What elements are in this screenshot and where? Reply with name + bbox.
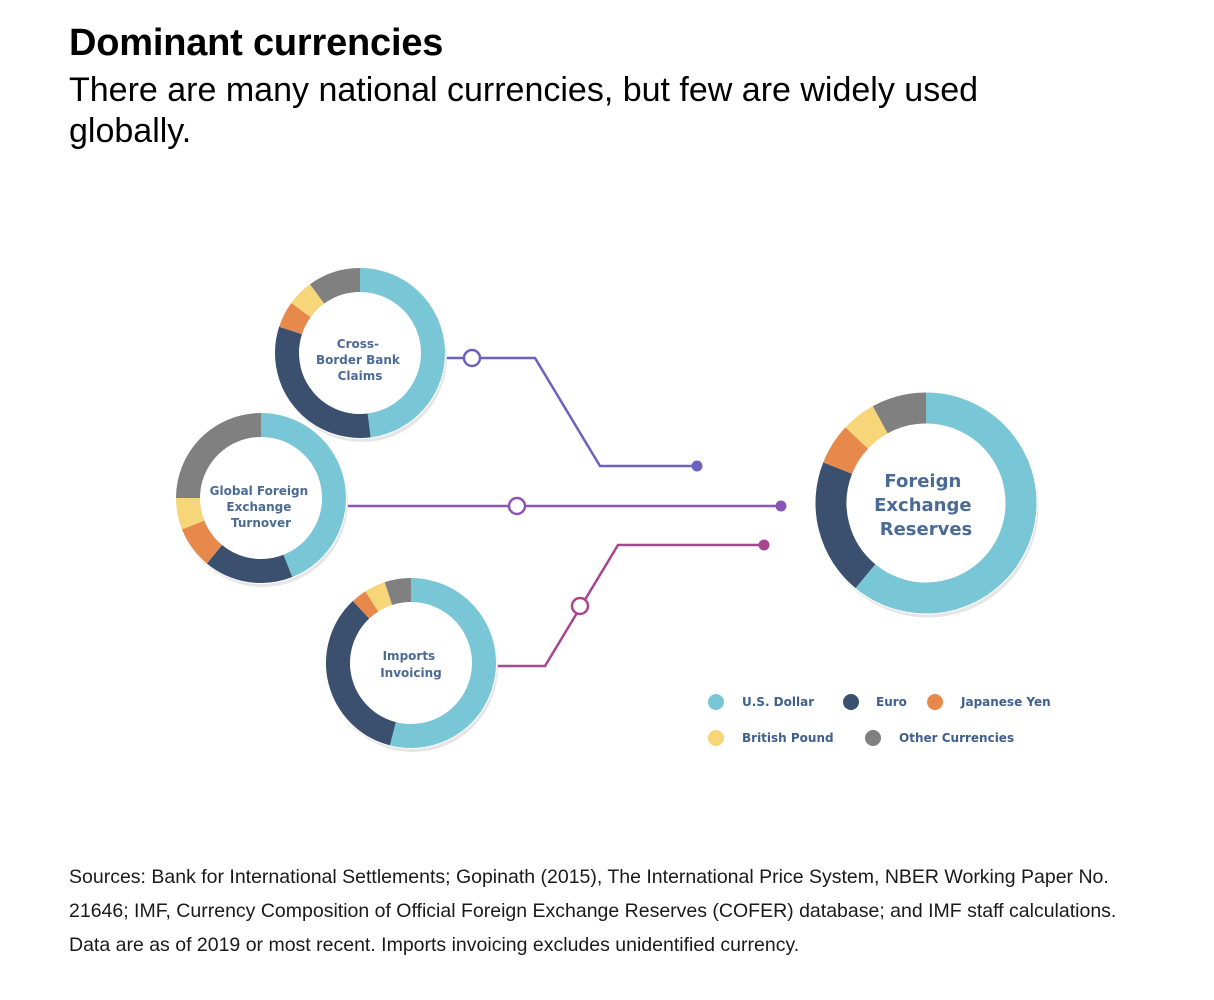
donut-slice-usd (389, 578, 496, 748)
donut-slice-pound (291, 284, 325, 318)
donut-slice-yen (823, 427, 869, 475)
connector-bank-claims-node (462, 348, 482, 368)
donut-backdrop (325, 577, 497, 749)
donut-slice-other (310, 268, 361, 304)
page-subtitle: There are many national currencies, but … (69, 71, 979, 150)
donut-slice-usd (260, 413, 346, 578)
legend: U.S. Dollar Euro Japanese Yen British Po… (708, 694, 1051, 746)
connector-imports (497, 543, 764, 668)
donut-global-fx-turnover (175, 412, 348, 587)
donut-slice-pound (845, 406, 889, 449)
donut-slice-usd (359, 268, 445, 438)
legend-label-pound: British Pound (742, 731, 834, 745)
connectors (347, 348, 787, 668)
connector-fx-turnover-end (775, 500, 787, 512)
donut-label-imports: Imports Invoicing (380, 649, 442, 680)
sources-note: Sources: Bank for International Settleme… (69, 866, 1117, 956)
connector-imports-end (758, 539, 770, 551)
connector-fx-turnover-node (507, 496, 527, 516)
connector-bank-claims-end (691, 460, 703, 472)
donut-slice-pound (176, 497, 205, 530)
legend-label-yen: Japanese Yen (960, 695, 1051, 709)
donut-backdrop (175, 412, 347, 584)
donut-cross-border-bank-claims (274, 267, 447, 442)
donut-label-reserves: Foreign Exchange Reserves (874, 471, 978, 540)
connector-bank-claims (442, 356, 697, 468)
legend-swatch-pound (708, 730, 724, 746)
donut-slice-yen (352, 591, 379, 619)
donut-slice-pound (365, 582, 393, 612)
donut-slice-other (176, 413, 262, 499)
page-title: Dominant currencies (69, 22, 444, 64)
donut-label-bank-claims: Cross- Border Bank Claims (316, 337, 404, 383)
donut-slice-euro (326, 601, 397, 746)
donut-slice-euro (815, 462, 876, 589)
legend-swatch-usd (708, 694, 724, 710)
connector-imports-node (570, 596, 590, 616)
donut-slice-yen (279, 303, 311, 335)
donut-slice-euro (275, 326, 371, 438)
donut-slice-yen (181, 520, 223, 564)
donut-backdrop (274, 267, 446, 439)
donut-slice-usd (855, 392, 1037, 614)
legend-label-euro: Euro (876, 695, 907, 709)
donut-slice-euro (206, 544, 293, 583)
donut-foreign-exchange-reserves (814, 391, 1039, 618)
legend-swatch-euro (843, 694, 859, 710)
donut-backdrop (814, 391, 1038, 615)
donut-imports-invoicing (325, 577, 498, 752)
legend-swatch-other (865, 730, 881, 746)
donut-slice-other (872, 392, 927, 434)
donut-label-fx-turnover: Global Foreign Exchange Turnover (210, 484, 313, 530)
legend-label-other: Other Currencies (899, 731, 1014, 745)
donut-slice-other (384, 578, 412, 606)
legend-label-usd: U.S. Dollar (742, 695, 814, 709)
legend-swatch-yen (927, 694, 943, 710)
